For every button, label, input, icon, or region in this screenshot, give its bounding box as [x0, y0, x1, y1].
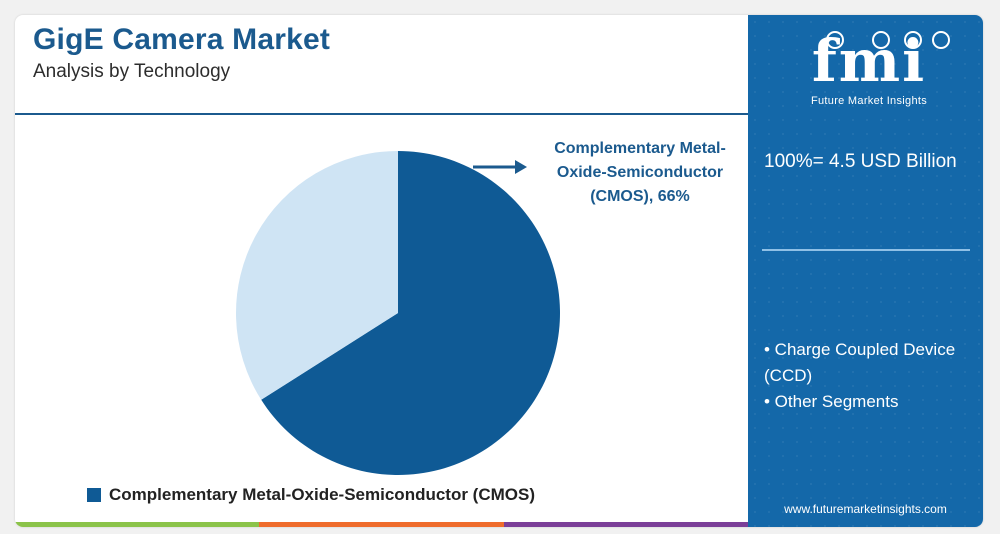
bottom-accent-bar	[15, 522, 748, 527]
logo-dot-icon	[932, 31, 950, 49]
accent-orange	[259, 522, 504, 527]
pie-slice-other	[235, 151, 398, 400]
logo-dot-icon	[904, 31, 922, 49]
website-link[interactable]: www.futuremarketinsights.com	[784, 502, 947, 516]
fmi-logo: fmi Future Market Insights	[784, 29, 954, 115]
infographic-card: GigE Camera Market Analysis by Technolog…	[15, 15, 983, 527]
logo-dot-icon	[872, 31, 890, 49]
sidebar-divider	[762, 249, 970, 251]
logo-wordmark: fmi	[811, 27, 927, 95]
chart-legend: Complementary Metal-Oxide-Semiconductor …	[87, 485, 535, 505]
chart-subtitle: Analysis by Technology	[33, 61, 231, 82]
logo-icons	[824, 31, 954, 49]
logo-subtitle: Future Market Insights	[810, 95, 928, 107]
logo-dot-icon	[826, 31, 844, 49]
cmos-callout-label: Complementary Metal-Oxide-Semiconductor …	[554, 140, 726, 205]
legend-swatch-cmos	[87, 488, 101, 502]
market-total: 100%= 4.5 USD Billion	[764, 151, 957, 172]
pie-chart	[235, 151, 560, 475]
accent-purple	[503, 522, 748, 527]
segment-list: • Charge Coupled Device (CCD) • Other Se…	[764, 337, 969, 415]
header-divider	[15, 113, 748, 115]
segment-item-ccd: • Charge Coupled Device (CCD)	[764, 340, 956, 385]
legend-label-cmos: Complementary Metal-Oxide-Semiconductor …	[109, 485, 536, 504]
chart-title: GigE Camera Market	[33, 23, 331, 56]
segment-item-other: • Other Segments	[764, 392, 899, 411]
callout-arrow	[473, 160, 527, 174]
accent-green	[15, 522, 260, 527]
info-sidebar: fmi Future Market Insights 100%= 4.5 USD…	[748, 15, 983, 527]
pie-slice-cmos	[261, 151, 560, 475]
